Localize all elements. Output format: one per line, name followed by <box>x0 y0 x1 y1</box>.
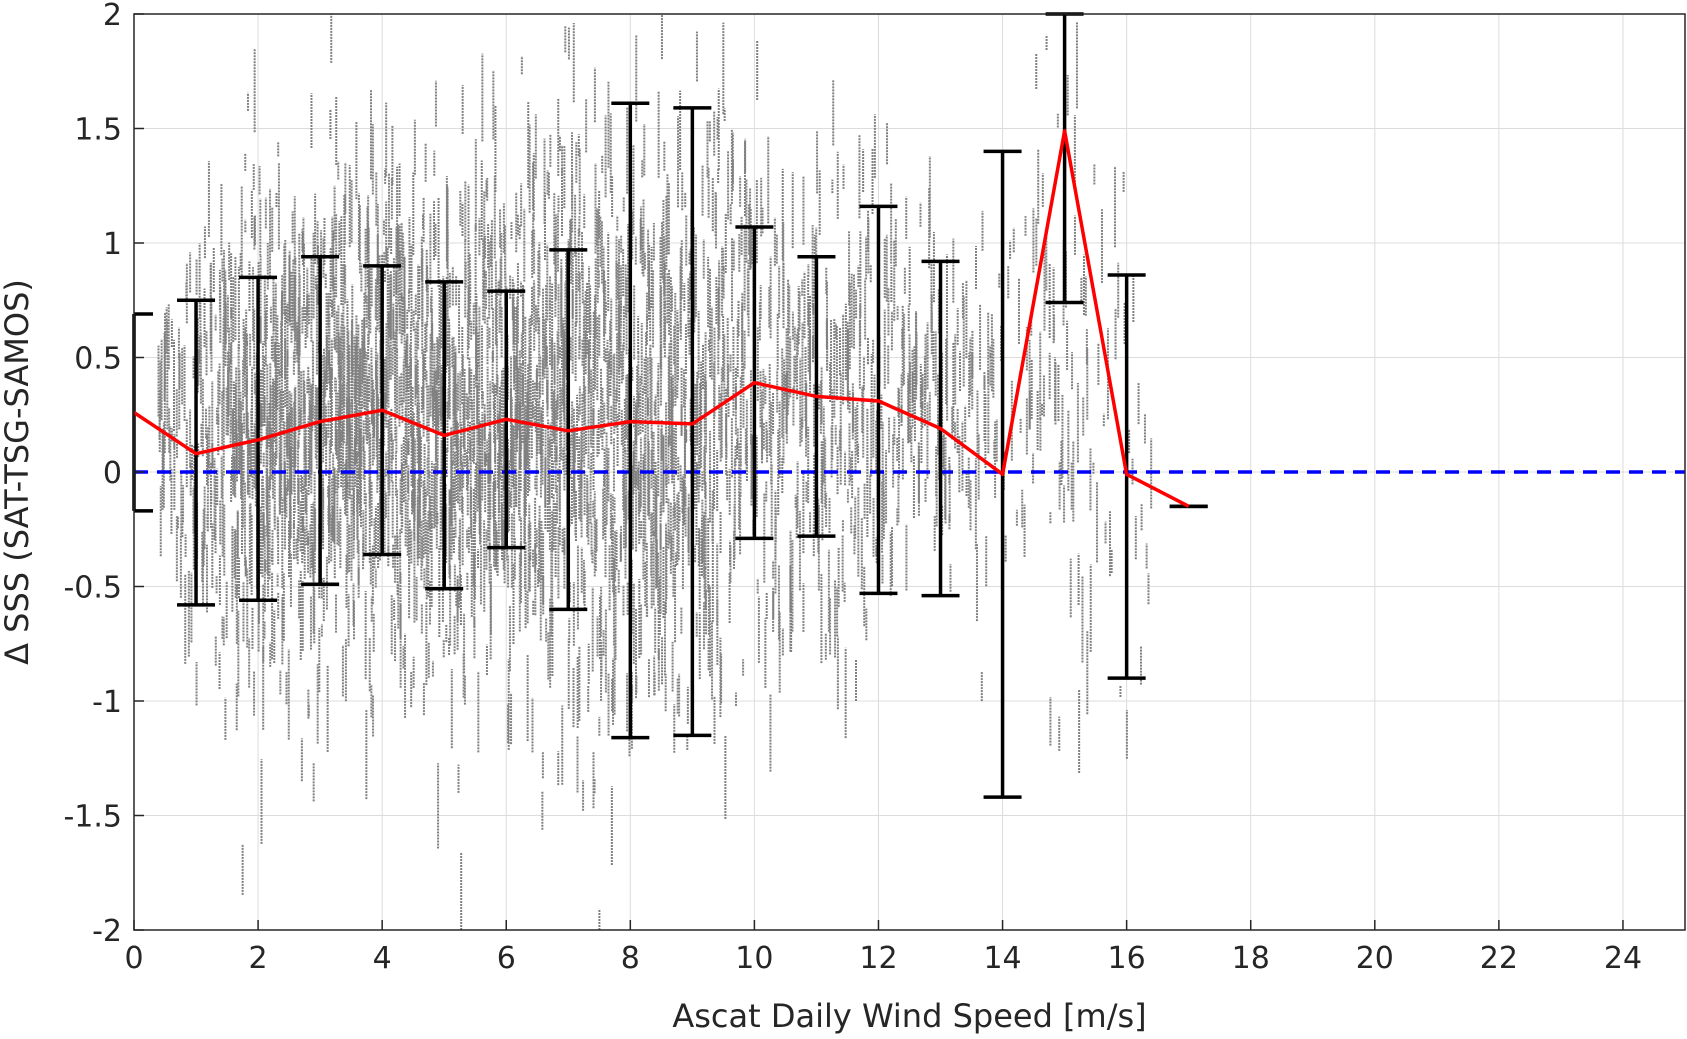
x-axis-label: Ascat Daily Wind Speed [m/s] <box>672 997 1146 1035</box>
axis-ticks <box>133 13 1624 931</box>
y-tick-label-1: -1.5 <box>63 800 122 835</box>
y-tick-label-8: 2 <box>103 0 122 33</box>
x-tick-label-7: 14 <box>983 941 1021 976</box>
y-tick-label-2: -1 <box>92 685 122 720</box>
x-tick-label-12: 24 <box>1604 941 1642 976</box>
mean-line <box>133 129 1190 508</box>
y-tick-label-7: 1.5 <box>74 113 122 148</box>
y-tick-labels: -2 -1.5 -1 -0.5 0 0.5 1 1.5 2 <box>63 0 122 949</box>
x-tick-label-0: 0 <box>124 941 143 976</box>
x-tick-label-3: 6 <box>497 941 516 976</box>
x-tick-label-6: 12 <box>859 941 897 976</box>
x-tick-label-8: 16 <box>1108 941 1146 976</box>
scatter-points <box>157 14 1153 930</box>
x-tick-labels: 0 2 4 6 8 10 12 14 16 18 20 22 24 <box>124 941 1642 976</box>
y-tick-label-5: 0.5 <box>74 342 122 377</box>
x-tick-label-1: 2 <box>249 941 268 976</box>
y-tick-label-6: 1 <box>103 227 122 262</box>
y-tick-label-0: -2 <box>92 914 122 949</box>
x-tick-label-4: 8 <box>621 941 640 976</box>
x-tick-label-10: 20 <box>1356 941 1394 976</box>
y-axis-label: Δ SSS (SAT-TSG-SAMOS) <box>0 279 36 665</box>
x-tick-label-9: 18 <box>1232 941 1270 976</box>
x-tick-label-11: 22 <box>1480 941 1518 976</box>
x-tick-label-2: 4 <box>373 941 392 976</box>
y-tick-label-3: -0.5 <box>63 571 122 606</box>
y-tick-label-4: 0 <box>103 456 122 491</box>
x-tick-label-5: 10 <box>735 941 773 976</box>
